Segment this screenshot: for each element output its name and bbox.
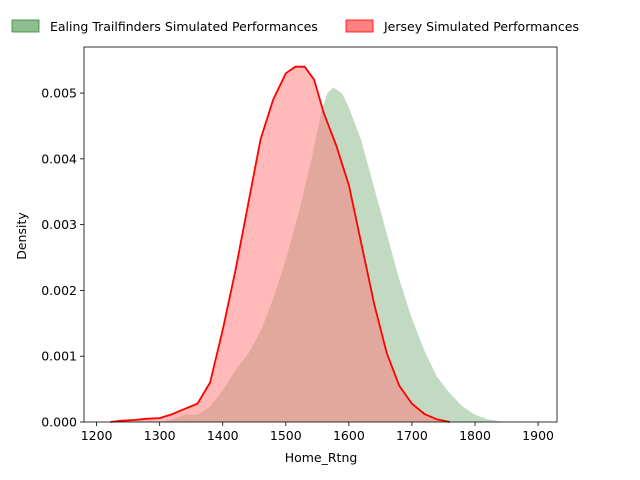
x-tick-label: 1200 <box>81 428 113 443</box>
x-axis-label: Home_Rtng <box>285 450 358 465</box>
y-axis-label: Density <box>14 212 29 260</box>
x-tick-label: 1300 <box>144 428 176 443</box>
axes: 1200 1300 1400 1500 1600 1700 1800 1900 0.000 0.0… <box>41 46 558 443</box>
y-tick-label: 0.000 <box>41 415 77 430</box>
y-tick-label: 0.004 <box>41 151 77 166</box>
x-tick-label: 1400 <box>207 428 239 443</box>
density-areas <box>110 65 513 423</box>
y-tick-label: 0.002 <box>41 283 77 298</box>
legend-label-2: Jersey Simulated Performances <box>383 19 579 34</box>
series-line-2 <box>110 65 450 423</box>
x-tick-label: 1900 <box>522 428 554 443</box>
legend-label-1: Ealing Trailfinders Simulated Performanc… <box>50 19 318 34</box>
series-area-2 <box>110 66 450 422</box>
legend: Ealing Trailfinders Simulated Performanc… <box>11 19 579 34</box>
plot-frame <box>83 46 558 423</box>
x-tick-label: 1600 <box>333 428 365 443</box>
legend-swatch-2 <box>345 19 374 33</box>
y-tick-label: 0.003 <box>41 217 77 232</box>
y-tick-label: 0.001 <box>41 349 77 364</box>
x-tick-label: 1700 <box>396 428 428 443</box>
x-tick-label: 1500 <box>270 428 302 443</box>
legend-swatch-1 <box>11 19 40 33</box>
x-tick-label: 1800 <box>459 428 491 443</box>
y-tick-label: 0.005 <box>41 86 77 101</box>
